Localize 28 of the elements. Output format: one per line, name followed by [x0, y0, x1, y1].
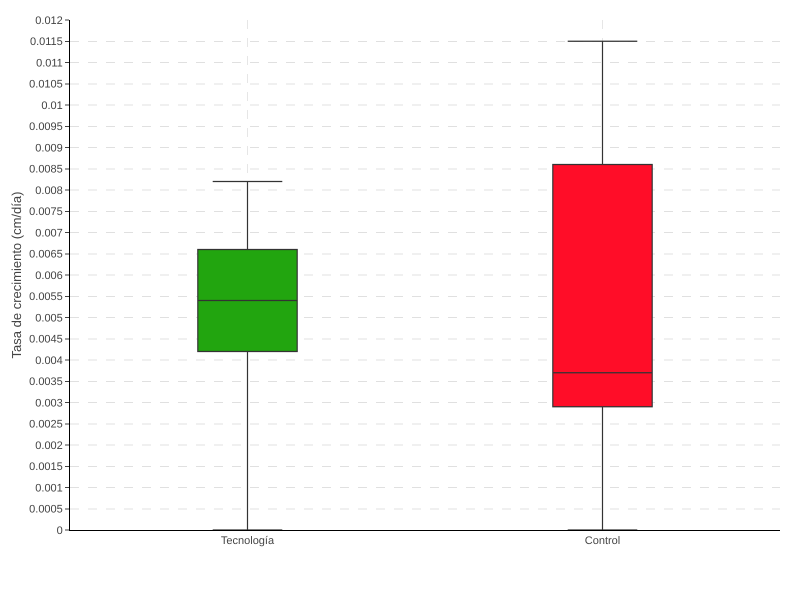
y-tick-label: 0.007: [35, 227, 63, 240]
y-tick-label: 0.011: [36, 57, 63, 70]
y-tick-label: 0.0095: [29, 121, 63, 134]
y-tick-label: 0: [56, 524, 63, 537]
y-tick-label: 0.005: [35, 312, 63, 324]
y-tick-label: 0.009: [35, 142, 63, 154]
y-axis-title: Tasa de crecimiento (cm/día): [9, 192, 24, 358]
y-tick-label: 0.002: [35, 440, 63, 452]
x-tick-label: Control: [584, 535, 620, 548]
y-tick-label: 0.001: [35, 482, 63, 494]
y-tick-label: 0.01: [41, 100, 63, 112]
y-tick-label: 0.004: [35, 354, 63, 367]
y-tick-label: 0.0105: [29, 78, 63, 91]
y-tick-label: 0.0055: [29, 291, 63, 304]
y-tick-label: 0.0075: [29, 206, 63, 218]
y-tick-label: 0.006: [35, 270, 63, 282]
y-tick-label: 0.0085: [29, 164, 63, 176]
y-tick-label: 0.0065: [29, 248, 63, 261]
x-tick-label: Tecnología: [220, 535, 275, 548]
y-tick-label: 0.0015: [29, 461, 63, 474]
y-tick-label: 0.0115: [30, 36, 63, 48]
y-tick-label: 0.0025: [29, 418, 63, 431]
y-tick-label: 0.003: [35, 397, 63, 410]
y-tick-label: 0.0035: [29, 376, 63, 388]
y-tick-label: 0.0045: [29, 334, 63, 346]
y-tick-label: 0.012: [35, 14, 63, 27]
y-tick-label: 0.008: [35, 184, 63, 197]
y-tick-label: 0.0005: [29, 504, 63, 516]
